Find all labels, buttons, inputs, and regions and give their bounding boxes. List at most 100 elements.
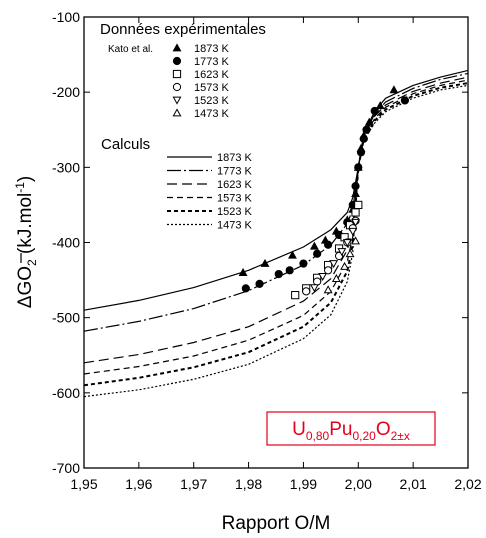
point-1773-k [313, 249, 322, 258]
legend-experimental: Données expérimentales Kato et al. 1873 … [100, 21, 266, 120]
curve-1623-k [83, 76, 469, 364]
legend-marker-1873-k [172, 43, 182, 52]
x-axis-title: Rapport O/M [222, 513, 331, 534]
y-axis-title: ΔGO2 (kJ.mol-1) [13, 176, 39, 308]
point-1773-k [274, 269, 283, 279]
point-1523-k [309, 284, 319, 293]
y-axis-title-g: G [15, 281, 36, 296]
legend-exp-label: 1873 K [194, 43, 230, 55]
point-1773-k [362, 125, 371, 134]
x-tick-label: 2,00 [345, 476, 372, 492]
point-1873-k [364, 117, 374, 126]
legend-exp-label: 1473 K [194, 108, 230, 120]
legend-exp-label: 1523 K [194, 95, 230, 107]
formula-u: U [292, 419, 306, 440]
point-1773-k [241, 284, 250, 293]
curve-1773-k [83, 72, 469, 332]
point-1473-k [340, 261, 350, 270]
point-1773-k [324, 240, 333, 249]
formula-pu: Pu [329, 419, 352, 440]
legend-marker-1573-k [172, 82, 182, 92]
y-tick-label: -400 [52, 235, 80, 251]
y-tick-label: -300 [52, 159, 80, 175]
y-axis-title-sup: -1 [13, 182, 27, 193]
x-tick-label: 1,95 [70, 476, 97, 492]
x-tick-label: 1,99 [290, 476, 317, 492]
point-1773-k [359, 134, 368, 143]
point-1523-k [337, 248, 347, 257]
y-axis-title-delta: Δ [15, 295, 36, 308]
formula-o: O [376, 419, 391, 440]
curve-1573-k [83, 79, 469, 375]
y-axis-ticks: -700 -600 -500 -400 -300 -200 -100 [52, 9, 468, 476]
legend-calc-label: 1573 K [217, 193, 253, 205]
legend-exp-label: 1773 K [194, 56, 230, 68]
point-1473-k [323, 285, 333, 294]
legend-experimental-title: Données expérimentales [100, 21, 266, 38]
curve-1873-k [83, 69, 469, 311]
y-axis-title-o: O [15, 266, 36, 281]
formula-pu-sub: 0,20 [352, 429, 376, 443]
point-1873-k [351, 189, 360, 198]
y-tick-label: -500 [52, 310, 80, 326]
legend-calculations-title: Calculs [101, 136, 150, 153]
legend-marker-1623-k [172, 69, 182, 79]
point-1773-k [400, 96, 410, 105]
point-1873-k [375, 101, 385, 110]
point-1873-k [260, 258, 270, 267]
x-tick-label: 1,98 [235, 476, 262, 492]
point-1523-k [318, 272, 328, 281]
curve-1523-k [83, 82, 469, 387]
y-tick-label: -200 [52, 84, 80, 100]
curve-1473-k [83, 84, 469, 398]
point-1573-k [324, 266, 333, 275]
point-1623-k [351, 208, 360, 217]
y-axis-title-unit: (kJ.mol [15, 193, 36, 260]
legend-calc-label: 1473 K [217, 220, 253, 232]
x-tick-label: 1,97 [180, 476, 207, 492]
calculated-curves [83, 69, 469, 398]
y-tick-label: -600 [52, 385, 80, 401]
legend-marker-1473-k [172, 108, 182, 117]
compound-formula: U0,80Pu0,20O2±x [292, 419, 410, 443]
plot-frame [83, 16, 469, 469]
legend-calc-label: 1623 K [217, 179, 253, 191]
point-1523-k [348, 227, 358, 236]
legend-calc-label: 1773 K [217, 166, 253, 178]
point-1623-k [354, 200, 363, 210]
point-1773-k [299, 259, 308, 268]
point-1773-k [351, 182, 360, 191]
point-1773-k [285, 266, 294, 275]
point-1873-k [238, 267, 248, 276]
y-tick-label: -100 [52, 9, 80, 25]
x-tick-label: 2,02 [454, 476, 481, 492]
point-1523-k [342, 239, 352, 248]
point-1773-k [356, 148, 366, 157]
experimental-markers [238, 85, 410, 300]
legend-source-label: Kato et al. [108, 44, 153, 55]
y-axis-title-close: ) [15, 176, 36, 182]
point-1873-k [288, 250, 297, 259]
legend-exp-label: 1573 K [194, 82, 230, 94]
legend-exp-label: 1623 K [194, 69, 230, 81]
point-1573-k [302, 287, 311, 296]
point-1473-k [331, 273, 341, 282]
x-tick-label: 1,96 [125, 476, 152, 492]
point-1773-k [370, 106, 379, 116]
legend-marker-1773-k [172, 56, 182, 66]
y-tick-label: -700 [52, 460, 80, 476]
compound-label-box: U0,80Pu0,20O2±x [266, 411, 436, 446]
point-1473-k [351, 236, 360, 245]
formula-o-sub: 2±x [391, 429, 410, 443]
legend-calc-label: 1523 K [217, 206, 253, 218]
point-1573-k [313, 277, 322, 286]
y-axis-title-sub: 2 [25, 259, 39, 266]
point-1623-k [291, 291, 300, 300]
x-axis-ticks: 1,95 1,96 1,97 1,98 1,99 2,00 2,01 2,02 [70, 17, 482, 492]
compound-label-frame [266, 411, 436, 446]
point-1873-k [389, 85, 399, 94]
legend-marker-1523-k [172, 96, 182, 105]
x-tick-label: 2,01 [400, 476, 427, 492]
